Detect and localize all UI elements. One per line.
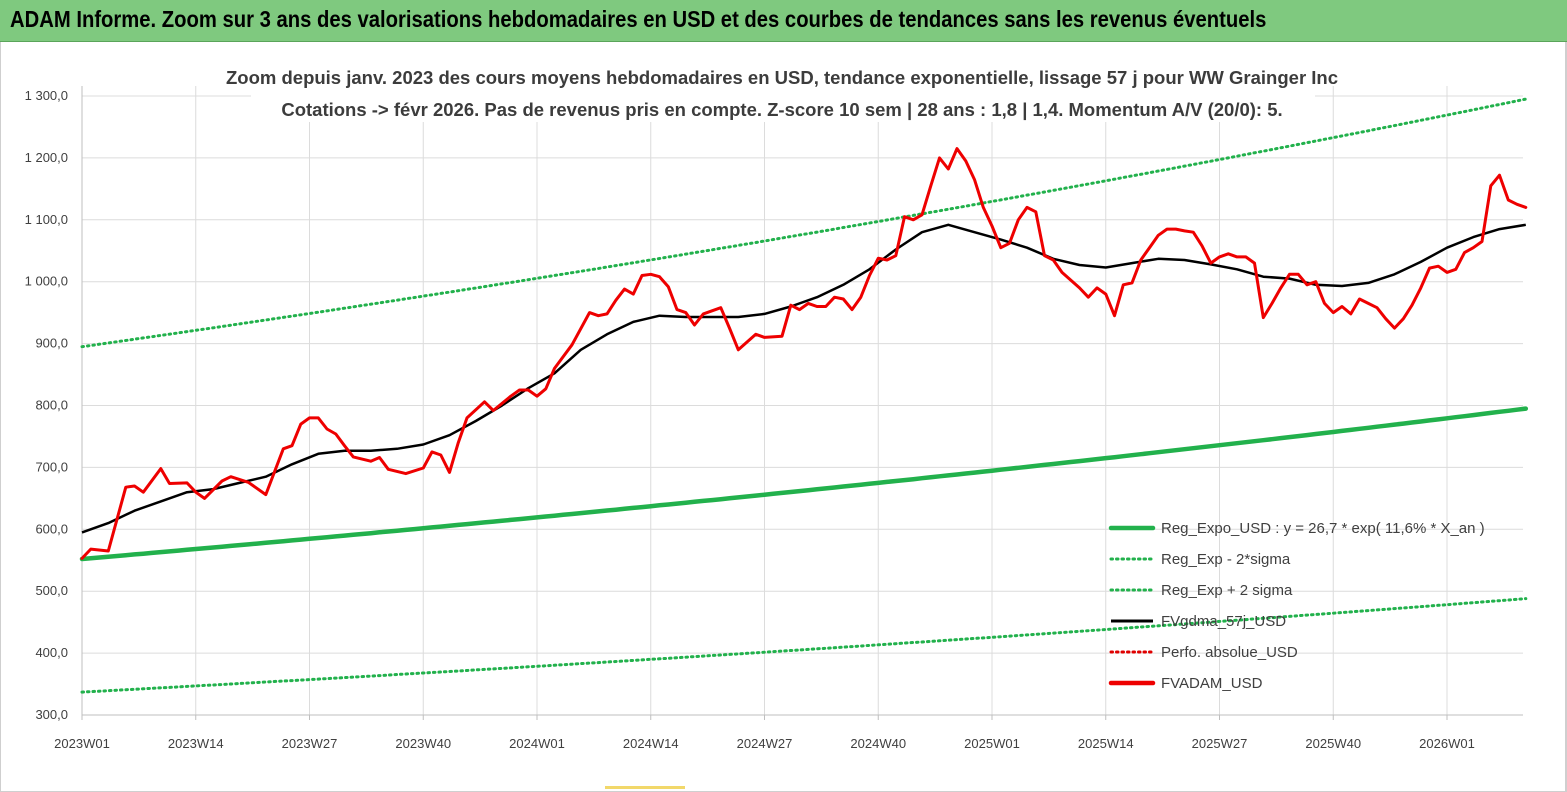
series-line-1	[80, 597, 1528, 694]
x-tick-label: 2024W14	[623, 736, 679, 751]
chart-svg: 300,0 400,0 500,0 600,0 700,0 800,0 900,0 1 000…	[25, 60, 1529, 751]
y-tick-label: 1 200,0	[25, 150, 68, 165]
chart-subtitle: Cotations -> févr 2026. Pas de revenus p…	[281, 99, 1282, 120]
y-tick-label: 1 100,0	[25, 212, 68, 227]
legend-label: Reg_Exp - 2*sigma	[1161, 551, 1291, 568]
x-tick-label: 2025W40	[1305, 736, 1361, 751]
x-tick-label: 2026W01	[1419, 736, 1475, 751]
series-layer	[79, 97, 1529, 694]
report-title: ADAM Informe. Zoom sur 3 ans des valoris…	[10, 6, 1267, 32]
axis-ticks: 300,0 400,0 500,0 600,0 700,0 800,0 900,0 1 000…	[25, 88, 1475, 751]
y-tick-label: 400,0	[35, 645, 68, 660]
legend-label: FVgdma_57j_USD	[1161, 613, 1286, 630]
x-tick-label: 2023W14	[168, 736, 224, 751]
x-tick-label: 2023W27	[282, 736, 338, 751]
legend-label: Perfo. absolue_USD	[1161, 644, 1298, 661]
y-tick-label: 900,0	[35, 336, 68, 351]
y-tick-label: 600,0	[35, 521, 68, 536]
chart-frame: 300,0 400,0 500,0 600,0 700,0 800,0 900,0 1 000…	[0, 42, 1567, 792]
subtitle-background	[251, 60, 1315, 122]
report-banner: ADAM Informe. Zoom sur 3 ans des valoris…	[0, 0, 1567, 42]
x-tick-label: 2023W40	[395, 736, 451, 751]
legend-label: Reg_Expo_USD : y = 26,7 * exp( 11,6% * X…	[1161, 520, 1485, 537]
legend-label: Reg_Exp + 2 sigma	[1161, 582, 1293, 599]
y-tick-label: 700,0	[35, 459, 68, 474]
x-tick-label: 2024W01	[509, 736, 565, 751]
y-tick-label: 500,0	[35, 583, 68, 598]
y-tick-label: 1 300,0	[25, 88, 68, 103]
x-tick-label: 2024W27	[737, 736, 793, 751]
x-tick-label: 2023W01	[54, 736, 110, 751]
legend-label: FVADAM_USD	[1161, 675, 1263, 692]
x-tick-label: 2025W27	[1192, 736, 1248, 751]
y-tick-label: 800,0	[35, 398, 68, 413]
series-line-0	[79, 406, 1529, 562]
series-line-3	[81, 223, 1527, 534]
y-tick-label: 1 000,0	[25, 274, 68, 289]
series-line-5	[80, 147, 1528, 560]
x-tick-label: 2024W40	[850, 736, 906, 751]
series-line-2	[80, 97, 1528, 349]
bottom-accent	[605, 786, 685, 789]
x-tick-label: 2025W01	[964, 736, 1020, 751]
x-tick-label: 2025W14	[1078, 736, 1134, 751]
y-tick-label: 300,0	[35, 707, 68, 722]
grid	[81, 86, 1523, 720]
legend: Reg_Expo_USD : y = 26,7 * exp( 11,6% * X…	[1108, 520, 1485, 692]
chart-title: Zoom depuis janv. 2023 des cours moyens …	[226, 67, 1338, 88]
